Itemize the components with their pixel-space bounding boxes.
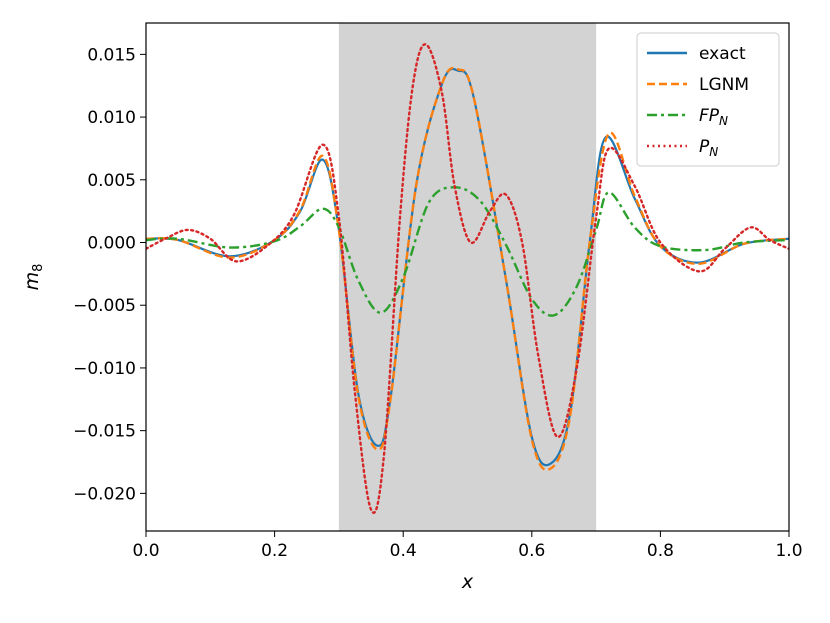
legend-label: exact (699, 44, 746, 64)
y-tick-label: 0.000 (87, 234, 136, 254)
y-tick-label: 0.010 (87, 108, 136, 128)
series-line-p-n (146, 43, 789, 514)
svg-text:m8: m8 (21, 264, 46, 291)
y-axis-label-main: m (21, 272, 43, 291)
legend-label: PN (699, 137, 718, 159)
legend-label: LGNM (699, 75, 749, 95)
y-axis: 0.015 0.010 0.005 0.000 −0.005 −0.010 −0.015 −0… (73, 45, 146, 504)
y-axis-label: m8 (21, 264, 46, 291)
x-axis: 0.0 0.2 0.4 0.6 0.8 1.0 (132, 531, 803, 561)
legend: exact LGNM FPN PN (636, 32, 780, 167)
series-line-lgnm (146, 66, 789, 472)
plot-frame (145, 22, 790, 532)
x-tick-label: 0.0 (132, 541, 159, 561)
legend-label: FPN (699, 106, 728, 128)
legend-box (636, 32, 780, 167)
y-tick-label: −0.015 (73, 422, 136, 442)
y-tick-label: −0.010 (73, 359, 136, 379)
y-axis-label-subscript: 8 (31, 264, 46, 272)
x-tick-label: 0.8 (647, 541, 674, 561)
x-tick-label: 0.2 (261, 541, 288, 561)
y-tick-label: 0.015 (87, 45, 136, 65)
x-tick-label: 1.0 (775, 541, 802, 561)
x-tick-label: 0.4 (390, 541, 417, 561)
y-tick-label: 0.005 (87, 171, 136, 191)
x-tick-label: 0.6 (518, 541, 545, 561)
x-axis-label: x (461, 571, 474, 593)
y-tick-label: −0.020 (73, 484, 136, 504)
y-tick-label: −0.005 (73, 296, 136, 316)
series-layer (146, 43, 789, 514)
series-line-fp-n (146, 186, 789, 317)
